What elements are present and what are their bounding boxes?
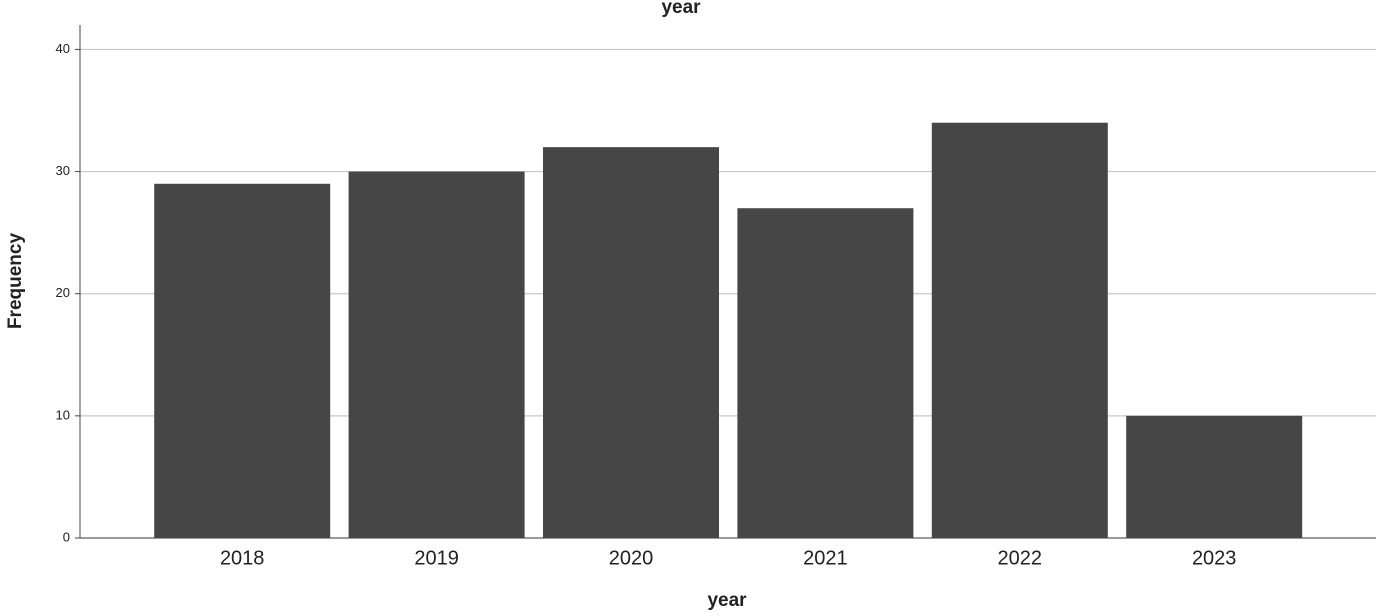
x-tick-label: 2019 <box>414 547 459 569</box>
y-tick-label: 0 <box>63 529 70 544</box>
y-tick-label: 40 <box>56 41 70 56</box>
x-tick-label: 2023 <box>1192 547 1237 569</box>
y-axis-label: Frequency <box>5 233 26 330</box>
bar <box>543 147 719 538</box>
bar <box>737 208 914 538</box>
x-tick-label: 2020 <box>609 547 654 569</box>
x-tick-label: 2018 <box>220 547 265 569</box>
bar <box>348 171 525 539</box>
x-axis-label: year <box>707 590 747 611</box>
x-tick-label: 2022 <box>998 547 1043 569</box>
bar <box>154 183 331 539</box>
y-tick-label: 10 <box>56 407 70 422</box>
y-tick-label: 20 <box>56 285 70 300</box>
bar <box>931 122 1108 538</box>
chart-title: year <box>661 0 701 18</box>
y-tick-label: 30 <box>56 163 70 178</box>
x-tick-label: 2021 <box>803 547 848 569</box>
bar <box>1126 415 1303 538</box>
